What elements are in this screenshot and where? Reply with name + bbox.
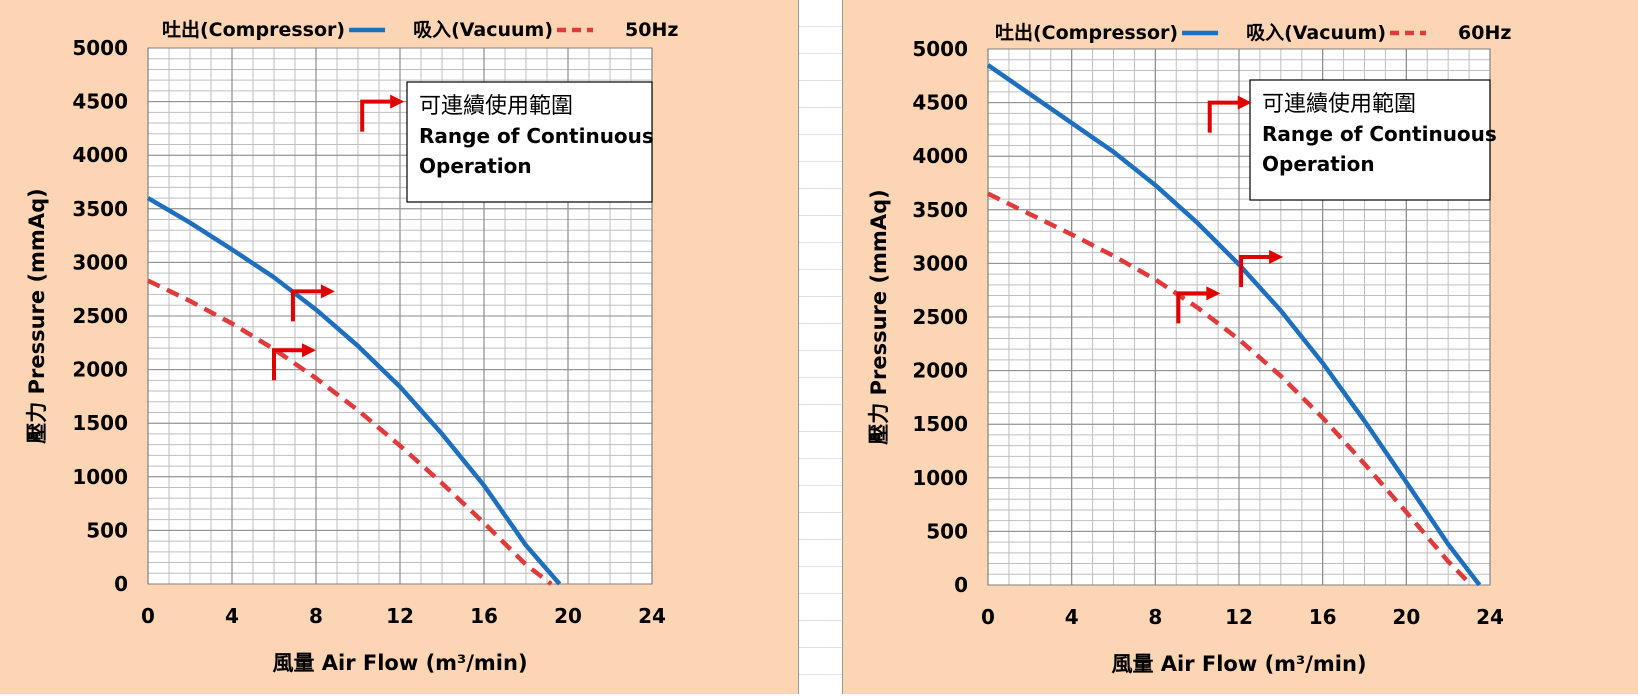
chart-panel-50hz: 0 4 8 12 16 20 24 0 500 1000 1500 2000 2500 3000 3500 4…	[0, 0, 799, 694]
annotation-english-1: Range of Continuous	[1262, 122, 1497, 146]
vacuum-series-line	[987, 191, 1473, 587]
y-tick-label: 500	[926, 519, 968, 543]
y-tick-label: 1500	[912, 412, 968, 436]
y-tick-label: 0	[954, 573, 968, 597]
x-tick-label: 24	[1476, 605, 1504, 629]
legend: 吐出(Compressor) 吸入(Vacuum) 60Hz	[995, 21, 1511, 44]
y-tick-label: 2000	[912, 359, 968, 383]
x-axis-label: 風量 Air Flow (m³/min)	[1111, 652, 1366, 676]
legend-label: 吸入(Vacuum)	[413, 19, 553, 41]
range-arrow-icon	[1176, 286, 1221, 324]
compressor-series-line	[986, 63, 1482, 587]
y-tick-label: 0	[114, 572, 128, 596]
x-tick-label: 4	[225, 604, 239, 628]
annotation-english-2: Operation	[419, 154, 532, 178]
x-tick-label: 12	[386, 604, 414, 628]
x-tick-label: 0	[141, 604, 155, 628]
y-tick-label: 3500	[72, 197, 128, 221]
x-tick-label: 16	[1309, 605, 1337, 629]
compressor-series-line	[146, 196, 562, 586]
y-tick-label: 4000	[912, 144, 968, 168]
y-tick-label: 4500	[72, 90, 128, 114]
range-arrow-head	[1269, 249, 1284, 264]
x-tick-label: 16	[470, 604, 498, 628]
y-tick-label: 3500	[912, 198, 968, 222]
spreadsheet-gap	[799, 0, 842, 697]
y-tick-label: 3000	[912, 251, 968, 275]
y-tick-label: 5000	[912, 37, 968, 61]
y-tick-label: 4500	[912, 91, 968, 115]
chart-panel-60hz: 0 4 8 12 16 20 24 0 500 1000 1500 2000 2500 3000 3500 4…	[842, 0, 1638, 694]
annotation-chinese: 可連續使用範圍	[419, 94, 573, 119]
y-tick-label: 2500	[912, 305, 968, 329]
legend-label: 吸入(Vacuum)	[1246, 22, 1386, 44]
x-tick-label: 8	[309, 604, 323, 628]
y-tick-label: 500	[86, 518, 128, 542]
chart-50hz: 0 4 8 12 16 20 24 0 500 1000 1500 2000 2500 3000 3500 4…	[25, 18, 678, 675]
range-arrow-shaft	[1207, 100, 1240, 133]
x-tick-label: 12	[1225, 605, 1253, 629]
legend-label: 吐出(Compressor)	[162, 18, 345, 41]
chart-60hz: 0 4 8 12 16 20 24 0 500 1000 1500 2000 2500 3000 3500 4…	[867, 21, 1511, 676]
annotation-english-1: Range of Continuous	[419, 124, 654, 148]
y-axis-label: 壓力 Pressure (mmAq)	[867, 189, 891, 444]
range-arrow-shaft	[272, 348, 304, 381]
x-tick-label: 8	[1148, 605, 1162, 629]
x-axis-label: 風量 Air Flow (m³/min)	[272, 651, 527, 675]
x-tick-label: 4	[1065, 605, 1079, 629]
x-tick-label: 24	[638, 604, 666, 628]
x-tick-label: 0	[981, 605, 995, 629]
y-tick-label: 1000	[72, 465, 128, 489]
range-arrow-icon	[290, 284, 335, 322]
x-tick-label: 20	[1392, 605, 1420, 629]
range-arrow-shaft	[1239, 254, 1272, 287]
y-tick-label: 5000	[72, 36, 128, 60]
range-arrow-shaft	[290, 289, 323, 322]
legend: 吐出(Compressor) 吸入(Vacuum) 50Hz	[162, 18, 678, 41]
y-tick-label: 3000	[72, 250, 128, 274]
legend-label: 吐出(Compressor)	[995, 21, 1178, 44]
plot-border	[987, 48, 1491, 586]
y-tick-label: 1000	[912, 466, 968, 490]
range-arrow-icon	[1239, 249, 1284, 287]
y-tick-label: 2500	[72, 304, 128, 328]
range-arrow-head	[1237, 95, 1252, 110]
y-tick-label: 1500	[72, 411, 128, 435]
annotation-box	[1249, 79, 1491, 201]
annotation-english-2: Operation	[1262, 152, 1375, 176]
y-tick-label: 2000	[72, 358, 128, 382]
range-arrow-icon	[1207, 95, 1252, 133]
annotation-box	[406, 81, 653, 203]
y-tick-label: 4000	[72, 143, 128, 167]
annotation-chinese: 可連續使用範圍	[1262, 92, 1416, 117]
x-tick-label: 20	[554, 604, 582, 628]
range-arrow-shaft	[360, 99, 393, 132]
chart-title-frequency: 60Hz	[1458, 22, 1511, 44]
range-arrow-icon	[360, 94, 405, 132]
range-arrow-icon	[272, 343, 316, 381]
range-arrow-head	[302, 343, 316, 358]
range-arrow-shaft	[1176, 291, 1209, 324]
y-axis-label: 壓力 Pressure (mmAq)	[25, 188, 49, 443]
plot-border	[147, 47, 653, 585]
range-arrow-head	[390, 94, 405, 109]
range-arrow-head	[320, 284, 335, 299]
range-arrow-head	[1206, 286, 1221, 301]
chart-title-frequency: 50Hz	[625, 19, 678, 41]
